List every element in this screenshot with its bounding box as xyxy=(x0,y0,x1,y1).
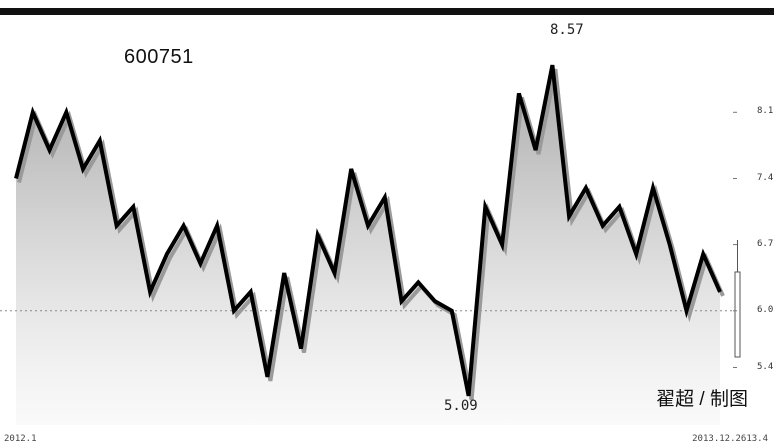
date-start-label: 2012.1 xyxy=(4,434,37,444)
credit-label: 翟超 / 制图 xyxy=(656,389,748,410)
date-end-label: 2013.12.2613.4 xyxy=(692,434,768,444)
y-tick-label: 5.4 xyxy=(757,361,774,372)
price-line-shadow xyxy=(17,68,725,401)
y-tick-label: 6.0 xyxy=(757,304,774,315)
low-label: 5.09 xyxy=(444,398,478,414)
y-tick-label: 7.4 xyxy=(757,172,774,183)
price-area xyxy=(16,65,720,425)
high-label: 8.57 xyxy=(550,22,584,38)
y-tick-label: 8.1 xyxy=(757,106,774,117)
y-tick-label: 6.7 xyxy=(757,238,774,249)
price-line xyxy=(14,64,722,397)
top-bar xyxy=(0,8,774,15)
last-candle xyxy=(734,271,741,358)
stock-code: 600751 xyxy=(124,46,194,68)
y-axis-ticks xyxy=(733,111,737,368)
